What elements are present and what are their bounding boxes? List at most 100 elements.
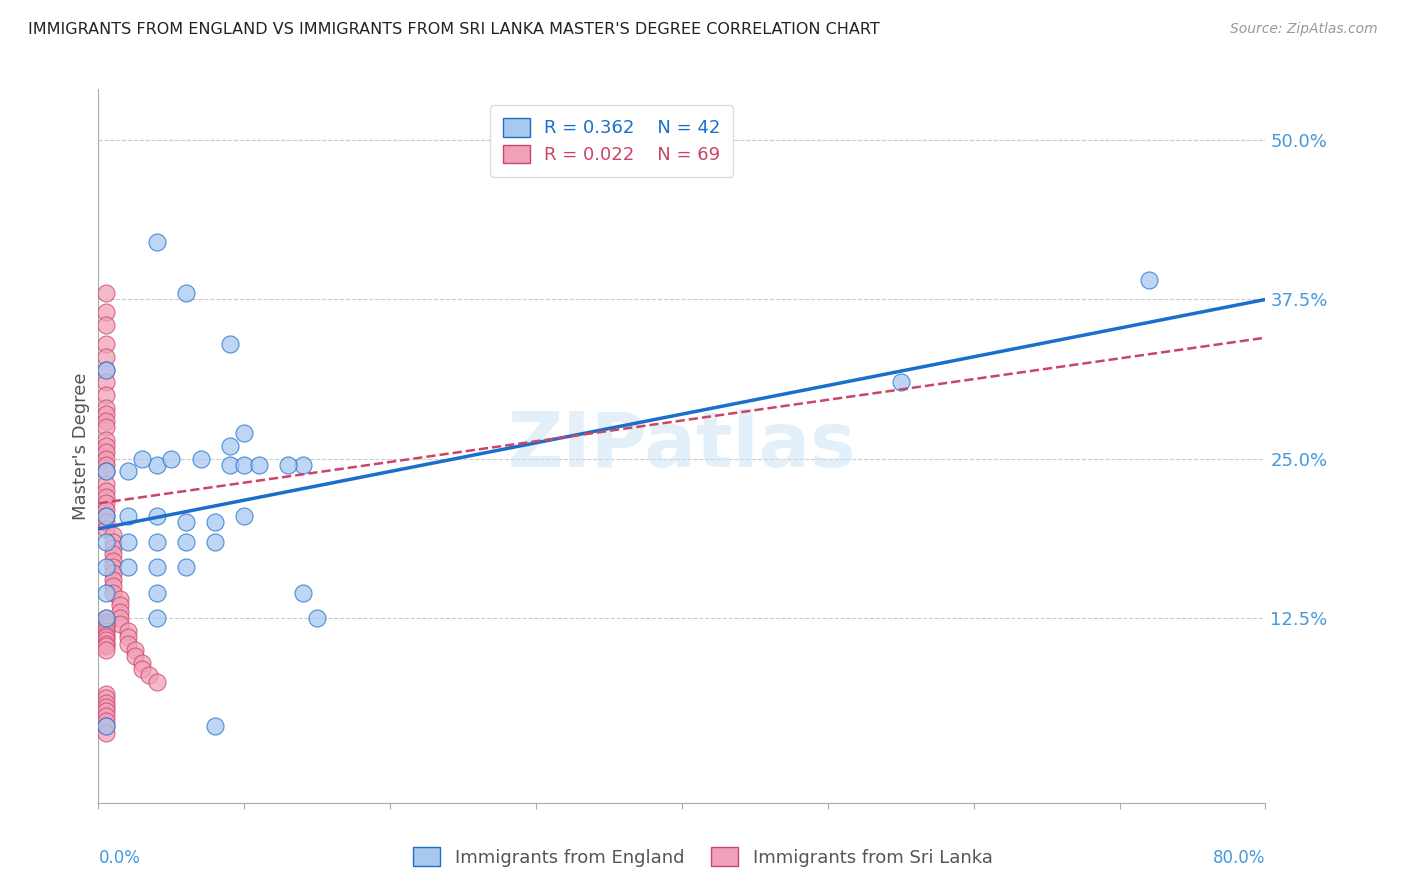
Point xyxy=(101,534,124,549)
Point xyxy=(94,337,117,351)
Point xyxy=(101,547,124,561)
Point xyxy=(131,662,153,676)
Point xyxy=(94,630,117,644)
Point xyxy=(146,611,169,625)
Point xyxy=(94,624,117,638)
Point xyxy=(218,337,240,351)
Point xyxy=(94,388,117,402)
Point xyxy=(94,585,117,599)
Point xyxy=(94,445,117,459)
Point xyxy=(110,617,132,632)
Point xyxy=(291,458,314,472)
Point xyxy=(94,305,117,319)
Point xyxy=(174,560,197,574)
Point xyxy=(94,451,117,466)
Point xyxy=(94,401,117,415)
Point xyxy=(277,458,299,472)
Point xyxy=(247,458,270,472)
Point xyxy=(124,643,146,657)
Point xyxy=(101,579,124,593)
Point xyxy=(94,534,117,549)
Point xyxy=(94,439,117,453)
Point xyxy=(204,516,226,530)
Point xyxy=(131,451,153,466)
Point xyxy=(204,719,226,733)
Point xyxy=(146,674,169,689)
Point xyxy=(160,451,183,466)
Point xyxy=(146,585,169,599)
Point xyxy=(94,643,117,657)
Point xyxy=(1137,273,1160,287)
Point xyxy=(94,490,117,504)
Point xyxy=(117,636,139,650)
Point xyxy=(146,458,169,472)
Point xyxy=(94,688,117,702)
Point xyxy=(94,458,117,472)
Point xyxy=(117,509,139,524)
Point xyxy=(174,286,197,301)
Point xyxy=(94,483,117,498)
Point xyxy=(101,573,124,587)
Point xyxy=(94,704,117,718)
Point xyxy=(94,509,117,524)
Point xyxy=(94,376,117,390)
Text: Source: ZipAtlas.com: Source: ZipAtlas.com xyxy=(1230,22,1378,37)
Point xyxy=(94,719,117,733)
Point xyxy=(101,541,124,555)
Point xyxy=(94,615,117,629)
Point xyxy=(94,560,117,574)
Point xyxy=(94,509,117,524)
Point xyxy=(174,534,197,549)
Point xyxy=(94,620,117,634)
Point xyxy=(94,627,117,641)
Point xyxy=(94,611,117,625)
Point xyxy=(117,560,139,574)
Point xyxy=(94,632,117,647)
Point xyxy=(204,534,226,549)
Point xyxy=(218,439,240,453)
Y-axis label: Master's Degree: Master's Degree xyxy=(72,372,90,520)
Point xyxy=(233,509,256,524)
Point xyxy=(233,458,256,472)
Point xyxy=(131,656,153,670)
Point xyxy=(94,639,117,653)
Point xyxy=(94,636,117,650)
Point xyxy=(101,554,124,568)
Point xyxy=(94,477,117,491)
Point xyxy=(146,509,169,524)
Point xyxy=(94,691,117,706)
Point xyxy=(94,697,117,711)
Point xyxy=(101,560,124,574)
Point xyxy=(138,668,160,682)
Point xyxy=(233,426,256,441)
Legend: R = 0.362    N = 42, R = 0.022    N = 69: R = 0.362 N = 42, R = 0.022 N = 69 xyxy=(491,105,734,177)
Point xyxy=(94,709,117,723)
Point xyxy=(291,585,314,599)
Point xyxy=(94,522,117,536)
Point xyxy=(94,714,117,729)
Point xyxy=(110,599,132,613)
Point xyxy=(190,451,212,466)
Point xyxy=(94,407,117,421)
Point xyxy=(117,624,139,638)
Point xyxy=(890,376,912,390)
Point xyxy=(94,611,117,625)
Point xyxy=(94,516,117,530)
Point xyxy=(124,649,146,664)
Point xyxy=(94,465,117,479)
Point xyxy=(94,420,117,434)
Point xyxy=(117,534,139,549)
Point xyxy=(218,458,240,472)
Point xyxy=(101,566,124,581)
Point xyxy=(94,286,117,301)
Point xyxy=(94,502,117,516)
Point xyxy=(94,362,117,376)
Text: IMMIGRANTS FROM ENGLAND VS IMMIGRANTS FROM SRI LANKA MASTER'S DEGREE CORRELATION: IMMIGRANTS FROM ENGLAND VS IMMIGRANTS FR… xyxy=(28,22,880,37)
Point xyxy=(94,617,117,632)
Point xyxy=(146,560,169,574)
Point xyxy=(110,605,132,619)
Point xyxy=(117,465,139,479)
Point xyxy=(94,725,117,739)
Text: 80.0%: 80.0% xyxy=(1213,849,1265,867)
Point xyxy=(110,591,132,606)
